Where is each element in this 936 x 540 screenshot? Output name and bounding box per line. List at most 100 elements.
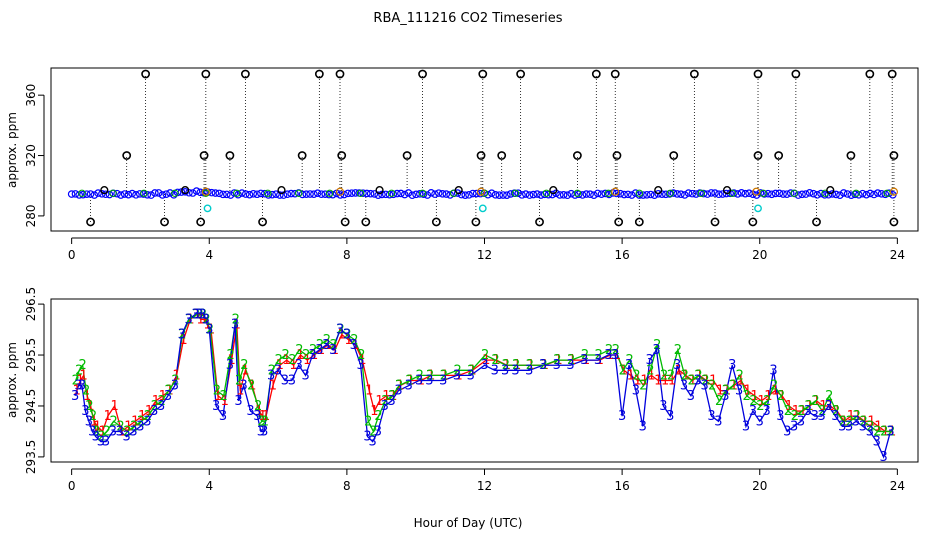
series-2-point: 2	[275, 353, 283, 368]
baseline-point	[438, 190, 447, 198]
baseline-point	[491, 191, 500, 199]
series-1-point: 1	[203, 317, 211, 332]
baseline-point	[586, 190, 594, 199]
baseline-point	[423, 191, 432, 199]
series-1-point: 1	[172, 368, 180, 383]
series-1-point: 1	[613, 348, 621, 363]
baseline-point-black	[722, 185, 732, 195]
series-2-point: 2	[859, 414, 867, 429]
series-3-point: 3	[71, 389, 79, 404]
series-2-point: 2	[681, 368, 689, 383]
series-1-point: 1	[596, 353, 604, 368]
baseline-point	[434, 189, 443, 197]
outlier-point	[889, 151, 899, 160]
series-2-point: 2	[350, 333, 358, 348]
series-2-point: 2	[715, 394, 723, 409]
series-1-point: 1	[262, 409, 270, 424]
outlier-point	[258, 217, 267, 227]
baseline-point	[741, 189, 750, 198]
baseline-point	[578, 191, 587, 199]
series-1-point: 1	[527, 358, 535, 373]
series-2-point: 2	[553, 353, 561, 368]
baseline-point	[752, 191, 761, 199]
baseline-point-black	[826, 185, 835, 195]
series-2-point: 2	[804, 399, 812, 414]
series-1-point: 1	[93, 419, 101, 434]
series-1-point: 1	[750, 389, 758, 404]
series-2-point: 2	[395, 379, 403, 394]
outlier-point	[471, 217, 481, 227]
baseline-point	[809, 189, 818, 198]
series-3-point: 3	[195, 307, 203, 322]
baseline-point	[521, 190, 530, 198]
baseline-point	[234, 190, 242, 199]
series-3-point: 3	[680, 379, 688, 394]
bottom-x-tick-label: 8	[343, 479, 351, 493]
baseline-point-orange	[889, 187, 899, 196]
series-2-point: 2	[467, 363, 475, 378]
series-2-point: 2	[405, 374, 413, 389]
series-2-point: 2	[295, 343, 303, 358]
baseline-point	[465, 191, 473, 199]
baseline-point	[574, 190, 583, 199]
baseline-point	[571, 191, 579, 199]
outlier-point	[199, 151, 209, 160]
baseline-point	[843, 190, 852, 198]
baseline-point	[643, 190, 651, 199]
series-3-point: 3	[797, 414, 805, 429]
series-1-point: 1	[152, 394, 160, 409]
series-2-point: 2	[454, 363, 462, 378]
series-3-point: 3	[511, 363, 519, 378]
baseline-point	[624, 190, 632, 199]
baseline-point-green	[573, 189, 582, 197]
baseline-point	[260, 189, 269, 198]
series-1-point: 1	[207, 323, 215, 338]
outlier-point	[846, 151, 856, 160]
outlier-point	[791, 69, 801, 79]
baseline-point	[374, 191, 382, 199]
baseline-point	[722, 189, 731, 198]
series-3-point: 3	[184, 312, 192, 327]
series-2-point: 2	[491, 353, 499, 368]
baseline-point	[851, 190, 859, 199]
series-2-point: 2	[261, 414, 269, 429]
series-3-point: 3	[202, 312, 210, 327]
baseline-point	[162, 190, 171, 198]
series-2-point: 2	[240, 358, 248, 373]
baseline-point	[711, 189, 719, 197]
baseline-point	[745, 189, 753, 198]
series-3-point: 3	[646, 353, 654, 368]
series-3-point: 3	[632, 384, 640, 399]
series-2-point: 2	[777, 389, 785, 404]
series-2-point: 2	[502, 358, 510, 373]
bottom-x-tick-label: 0	[68, 479, 76, 493]
series-2-point: 2	[364, 414, 372, 429]
baseline-point	[404, 189, 413, 197]
outlier-point	[337, 151, 347, 160]
series-3-point: 3	[102, 435, 110, 450]
series-3-point: 3	[191, 307, 199, 322]
baseline-point	[67, 190, 76, 198]
outlier-point	[402, 151, 412, 160]
baseline-point	[529, 190, 538, 199]
series-1-point: 1	[124, 419, 132, 434]
baseline-point	[344, 189, 352, 198]
series-3-point: 3	[281, 374, 289, 389]
bottom-x-tick-label: 4	[205, 479, 213, 493]
baseline-point	[416, 190, 424, 198]
series-1-point: 1	[482, 353, 490, 368]
baseline-point	[238, 189, 246, 197]
series-1-point: 1	[441, 368, 449, 383]
series-2-point: 2	[79, 358, 87, 373]
series-2-point: 2	[144, 409, 152, 424]
series-2-point: 2	[381, 394, 389, 409]
outlier-point	[160, 217, 169, 227]
baseline-point	[885, 189, 893, 198]
series-1-point: 1	[778, 389, 786, 404]
series-2-point: 2	[165, 384, 173, 399]
series-2-point: 2	[323, 333, 331, 348]
series-3-point: 3	[618, 409, 626, 424]
outlier-point	[478, 69, 488, 79]
baseline-point	[442, 190, 451, 198]
series-1-point: 1	[554, 353, 562, 368]
